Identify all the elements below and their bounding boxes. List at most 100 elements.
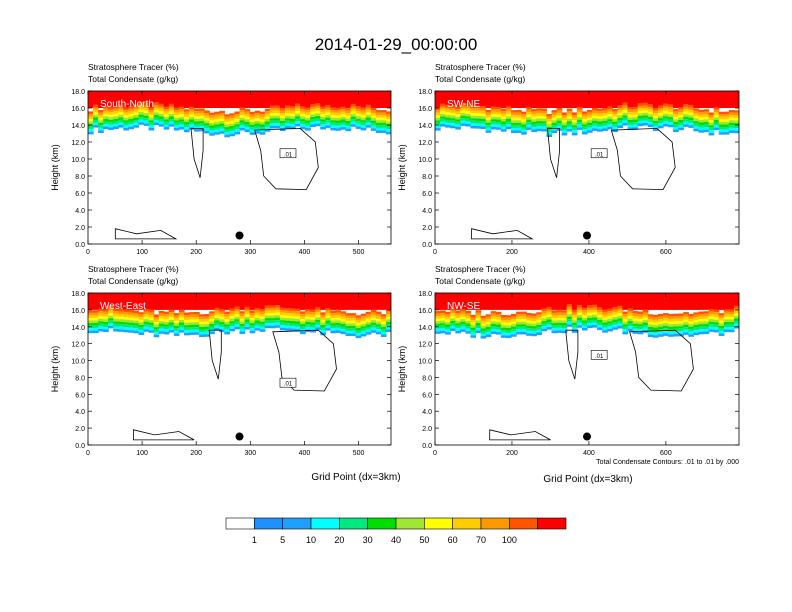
tracer-cell: [259, 324, 266, 327]
tracer-cell: [335, 330, 342, 333]
tracer-cell: [536, 319, 542, 323]
tracer-cell: [592, 113, 598, 116]
tracer-cell: [98, 91, 104, 108]
tracer-cell: [385, 91, 391, 108]
tracer-cell: [566, 91, 573, 108]
tracer-cell: [123, 91, 129, 108]
tracer-cell: [693, 121, 700, 124]
tracer-cell: [173, 120, 180, 123]
tracer-cell: [622, 324, 629, 327]
tracer-cell: [612, 322, 618, 325]
tracer-cell: [330, 127, 337, 131]
tracer-cell: [133, 117, 140, 121]
tracer-cell: [305, 112, 311, 116]
tracer-cell: [713, 117, 720, 120]
tracer-cell: [668, 319, 674, 322]
tracer-cell: [310, 314, 316, 318]
tracer-cell: [688, 112, 694, 116]
tracer-cell: [637, 108, 644, 111]
tracer-cell: [244, 314, 251, 317]
panel-header-line1: Stratosphere Tracer (%): [435, 62, 526, 72]
tracer-cell: [607, 318, 613, 322]
tracer-cell: [516, 324, 522, 327]
tracer-cell: [632, 106, 639, 110]
tracer-cell: [622, 311, 629, 315]
tracer-cell: [688, 326, 694, 330]
tracer-cell: [123, 125, 129, 128]
tracer-cell: [602, 110, 608, 114]
tracer-cell: [673, 126, 679, 130]
colorbar-label: 50: [419, 535, 429, 545]
tracer-cell: [627, 328, 634, 332]
tracer-cell: [581, 322, 588, 326]
tracer-cell: [189, 109, 195, 112]
tracer-cell: [673, 331, 679, 334]
tracer-cell: [668, 109, 674, 112]
tracer-cell: [143, 316, 150, 320]
tracer-cell: [576, 293, 583, 310]
tracer-cell: [153, 334, 160, 338]
tracer-cell: [249, 124, 256, 128]
tracer-cell: [678, 331, 684, 334]
tracer-cell: [365, 332, 372, 335]
tracer-cell: [290, 323, 296, 327]
tracer-cell: [340, 111, 347, 115]
tracer-cell: [370, 330, 377, 333]
tracer-cell: [587, 315, 593, 318]
location-marker: [235, 432, 244, 441]
tracer-cell: [93, 325, 99, 329]
tracer-cell: [138, 112, 145, 115]
tracer-cell: [254, 320, 261, 324]
tracer-cell: [536, 121, 542, 124]
tracer-cell: [693, 325, 700, 328]
tracer-cell: [163, 111, 170, 115]
tracer-cell: [214, 327, 220, 331]
tracer-cell: [541, 326, 548, 329]
tracer-cell: [460, 110, 466, 114]
tracer-cell: [224, 134, 230, 138]
tracer-cell: [370, 118, 377, 121]
tracer-cell: [505, 121, 512, 125]
tracer-cell: [465, 331, 472, 334]
tracer-cell: [158, 108, 165, 112]
tracer-cell: [249, 111, 256, 115]
tracer-cell: [495, 327, 502, 330]
tracer-cell: [708, 309, 715, 312]
tracer-cell: [445, 329, 451, 333]
tracer-cell: [325, 320, 331, 324]
tracer-cell: [214, 121, 220, 125]
tracer-cell: [693, 91, 700, 108]
tracer-cell: [597, 312, 603, 315]
tracer-cell: [153, 293, 160, 310]
tracer-cell: [516, 125, 522, 128]
tracer-cell: [546, 293, 553, 310]
tracer-cell: [657, 334, 664, 337]
tracer-cell: [455, 106, 461, 110]
tracer-cell: [663, 103, 669, 107]
y-tick-label: 6.0: [422, 392, 432, 399]
tracer-cell: [531, 124, 537, 127]
tracer-cell: [194, 111, 200, 114]
tracer-cell: [300, 293, 306, 310]
tracer-cell: [576, 307, 583, 311]
tracer-cell: [178, 319, 185, 323]
tracer-cell: [365, 319, 372, 322]
tracer-cell: [360, 331, 367, 334]
tracer-cell: [310, 109, 316, 112]
tracer-cell: [123, 329, 129, 333]
tracer-cell: [713, 322, 720, 325]
tracer-cell: [269, 323, 276, 326]
tracer-cell: [158, 113, 165, 117]
tracer-cell: [325, 104, 331, 108]
tracer-cell: [516, 115, 522, 118]
tracer-cell: [219, 126, 225, 129]
tracer-cell: [592, 293, 598, 310]
tracer-cell: [455, 318, 461, 321]
tracer-cell: [290, 313, 296, 316]
tracer-cell: [264, 121, 271, 125]
tracer-cell: [460, 316, 466, 320]
tracer-cell: [505, 322, 512, 326]
tracer-cell: [485, 319, 492, 322]
tracer-cell: [158, 316, 165, 319]
tracer-cell: [435, 110, 441, 113]
